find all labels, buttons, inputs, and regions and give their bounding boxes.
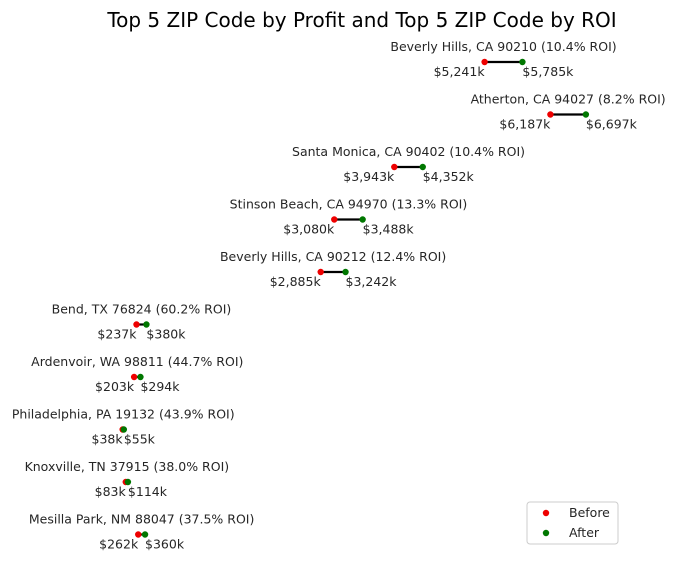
after-value-label: $294k <box>140 379 180 394</box>
before-point <box>481 58 488 66</box>
after-value-label: $55k <box>124 432 156 447</box>
legend-label-after: After <box>569 525 600 540</box>
row-label: Stinson Beach, CA 94970 (13.3% ROI) <box>230 197 468 212</box>
chart-title: Top 5 ZIP Code by Profit and Top 5 ZIP C… <box>106 8 616 32</box>
before-value-label: $203k <box>95 379 135 394</box>
before-point <box>133 321 140 328</box>
before-point <box>331 216 338 223</box>
legend-label-before: Before <box>569 505 610 520</box>
after-point <box>124 478 132 486</box>
after-value-label: $3,488k <box>363 222 415 237</box>
after-point <box>137 373 144 381</box>
after-value-label: $4,352k <box>423 169 475 184</box>
after-point <box>419 163 426 171</box>
row-label: Philadelphia, PA 19132 (43.9% ROI) <box>12 407 235 422</box>
before-value-label: $3,080k <box>283 222 335 237</box>
row-label: Ardenvoir, WA 98811 (44.7% ROI) <box>31 354 243 369</box>
after-value-label: $380k <box>146 327 186 342</box>
after-point <box>519 58 526 66</box>
row-label: Beverly Hills, CA 90212 (12.4% ROI) <box>220 249 446 264</box>
after-value-label: $114k <box>128 484 168 499</box>
row-label: Santa Monica, CA 90402 (10.4% ROI) <box>292 144 525 159</box>
after-point <box>120 426 128 433</box>
after-value-label: $3,242k <box>346 274 398 289</box>
before-value-label: $3,943k <box>343 169 395 184</box>
row-label: Atherton, CA 94027 (8.2% ROI) <box>471 92 666 107</box>
after-point <box>582 111 590 118</box>
legend-marker-after <box>542 529 550 537</box>
before-value-label: $6,187k <box>499 117 551 132</box>
before-value-label: $5,241k <box>434 64 486 79</box>
legend-marker-before <box>542 509 550 517</box>
legend: Before After <box>526 501 619 545</box>
before-value-label: $237k <box>97 327 137 342</box>
row-label: Bend, TX 76824 (60.2% ROI) <box>52 302 232 317</box>
after-point <box>342 268 349 276</box>
after-value-label: $6,697k <box>586 117 638 132</box>
before-point <box>317 268 324 276</box>
before-value-label: $262k <box>99 537 139 552</box>
before-point <box>130 373 138 381</box>
before-point <box>135 531 142 538</box>
before-point <box>547 111 554 118</box>
legend-frame <box>526 501 619 545</box>
after-point <box>141 531 149 538</box>
row-label: Knoxville, TN 37915 (38.0% ROI) <box>25 459 230 474</box>
after-value-label: $360k <box>145 537 185 552</box>
after-point <box>359 216 366 223</box>
row-label: Mesilla Park, NM 88047 (37.5% ROI) <box>29 512 255 527</box>
before-value-label: $83k <box>95 484 127 499</box>
after-value-label: $5,785k <box>522 64 574 79</box>
row-label: Beverly Hills, CA 90210 (10.4% ROI) <box>390 39 616 54</box>
dumbbell-rows: Beverly Hills, CA 90210 (10.4% ROI) $5,24… <box>12 39 666 552</box>
before-value-label: $38k <box>92 432 124 447</box>
after-point <box>143 321 150 328</box>
before-value-label: $2,885k <box>270 274 322 289</box>
before-point <box>391 163 398 171</box>
